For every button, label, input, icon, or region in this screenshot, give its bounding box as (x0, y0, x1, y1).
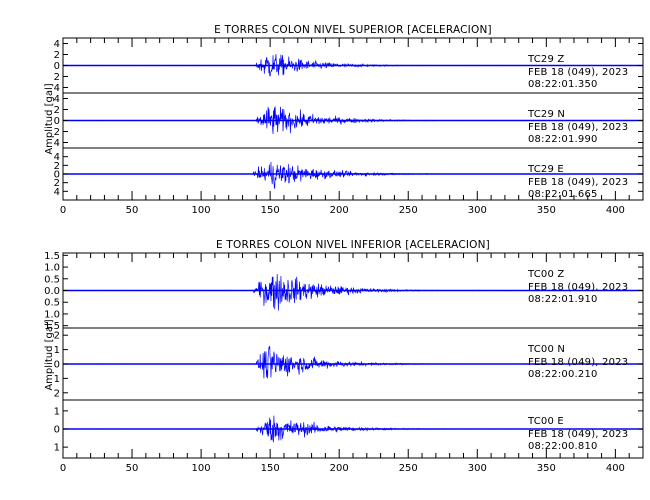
y-tick-label: 0 (54, 170, 60, 181)
y-tick-label: 2 (54, 127, 60, 138)
station-label: TC00 Z (527, 269, 564, 280)
date-label: FEB 18 (049), 2023 (528, 67, 628, 78)
station-label: TC00 N (527, 344, 565, 355)
y-tick-label: 4 (54, 94, 60, 105)
x-tick-label: 100 (192, 463, 211, 474)
time-label: 08:22:01.350 (528, 79, 598, 90)
station-label: TC29 N (527, 109, 565, 120)
x-tick-label: 200 (330, 205, 349, 216)
y-tick-label: 0.5 (44, 298, 60, 309)
x-tick-label: 400 (606, 205, 625, 216)
trace-tc00-n: 2 1 0 1 2 TC00 N FEB 18 (049), 202308:22:00.21… (54, 327, 644, 399)
y-tick-label: 4 (54, 152, 60, 163)
date-label: FEB 18 (049), 2023 (528, 429, 628, 440)
y-tick-label: 1.0 (44, 309, 60, 320)
y-tick-label: 0 (54, 425, 60, 436)
y-tick-label: 1 (54, 443, 60, 454)
y-tick-label: 4 (54, 83, 60, 94)
x-tick-label: 50 (126, 463, 139, 474)
x-tick-label: 250 (399, 205, 418, 216)
time-label: 08:22:00.810 (528, 441, 598, 452)
date-label: FEB 18 (049), 2023 (528, 357, 628, 368)
x-tick-label: 250 (399, 463, 418, 474)
y-tick-label: 4 (54, 187, 60, 198)
chart-panel-2: E TORRES COLON NIVEL INFERIOR [ACELERACI… (44, 239, 644, 474)
y-tick-label: 1 (54, 345, 60, 356)
x-tick-label: 300 (468, 205, 487, 216)
y-axis-label: Amplitud [gal] (44, 319, 55, 390)
y-tick-label: 0 (54, 116, 60, 127)
y-tick-label: 1 (54, 406, 60, 417)
time-label: 08:22:00.210 (528, 369, 598, 380)
time-label: 08:22:01.910 (528, 294, 598, 305)
x-tick-label: 350 (537, 463, 556, 474)
x-tick-label: 300 (468, 463, 487, 474)
x-tick-label: 0 (60, 463, 66, 474)
x-tick-label: 150 (261, 205, 280, 216)
time-label: 08:22:01.665 (528, 189, 598, 200)
x-tick-label: 150 (261, 463, 280, 474)
y-tick-label: 2 (54, 105, 60, 116)
y-tick-label: 1 (54, 374, 60, 385)
x-tick-label: 200 (330, 463, 349, 474)
y-tick-label: 0.5 (44, 274, 60, 285)
y-tick-label: 4 (54, 138, 60, 149)
x-tick-label: 100 (192, 205, 211, 216)
chart-title: E TORRES COLON NIVEL INFERIOR [ACELERACI… (216, 239, 490, 251)
y-tick-label: 2 (54, 50, 60, 61)
date-label: FEB 18 (049), 2023 (528, 177, 628, 188)
station-label: TC29 E (527, 164, 564, 175)
time-label: 08:22:01.990 (528, 134, 598, 145)
y-tick-label: 2 (54, 161, 60, 172)
x-tick-label: 350 (537, 205, 556, 216)
y-tick-label: 0 (54, 61, 60, 72)
x-tick-label: 50 (126, 205, 139, 216)
y-axis-label: Amplitud [gal] (44, 83, 55, 154)
chart-title: E TORRES COLON NIVEL SUPERIOR [ACELERACI… (214, 24, 492, 36)
y-tick-label: 2 (54, 178, 60, 189)
chart-panel-1: E TORRES COLON NIVEL SUPERIOR [ACELERACI… (44, 24, 644, 216)
y-tick-label: 1.5 (44, 251, 60, 262)
station-label: TC29 Z (527, 54, 564, 65)
y-tick-label: 1.5 (44, 321, 60, 332)
date-label: FEB 18 (049), 2023 (528, 282, 628, 293)
y-tick-label: 1.0 (44, 263, 60, 274)
y-tick-label: 0.0 (44, 286, 60, 297)
y-tick-label: 0 (54, 360, 60, 371)
y-tick-label: 2 (54, 72, 60, 83)
x-tick-label: 400 (606, 463, 625, 474)
y-tick-label: 2 (54, 331, 60, 342)
station-label: TC00 E (527, 416, 564, 427)
x-tick-label: 0 (60, 205, 66, 216)
y-tick-label: 2 (54, 388, 60, 399)
y-tick-label: 4 (54, 39, 60, 50)
date-label: FEB 18 (049), 2023 (528, 122, 628, 133)
